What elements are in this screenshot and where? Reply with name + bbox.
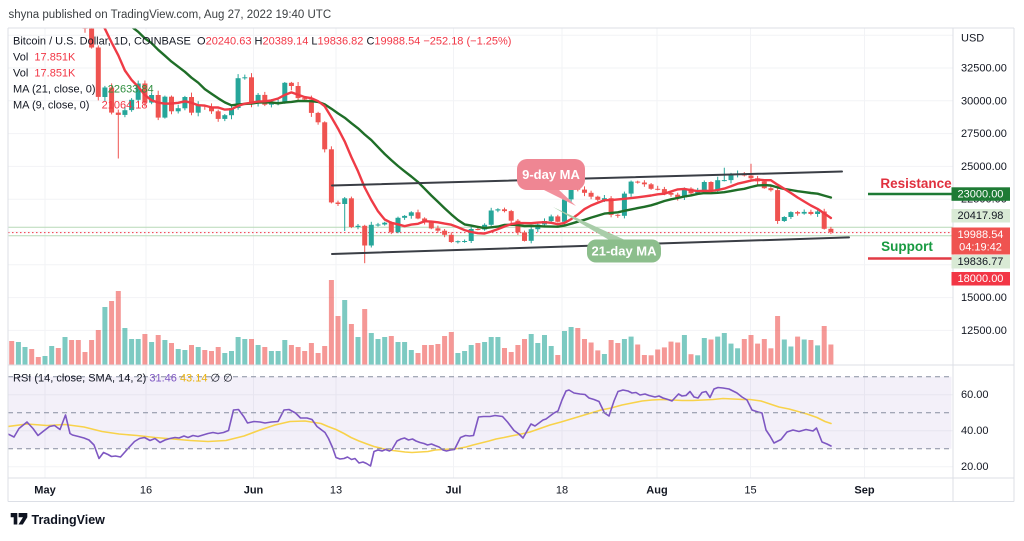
- svg-text:30000.00: 30000.00: [961, 95, 1007, 107]
- svg-text:RSI (14, close, SMA, 14, 2) 31: RSI (14, close, SMA, 14, 2) 31.46 43.14 …: [13, 373, 233, 385]
- svg-text:15: 15: [744, 485, 756, 497]
- svg-text:Jun: Jun: [244, 485, 264, 497]
- svg-text:21-day MA: 21-day MA: [591, 244, 657, 259]
- svg-text:Jul: Jul: [446, 485, 462, 497]
- svg-text:20.00: 20.00: [961, 461, 989, 473]
- svg-text:13: 13: [330, 485, 342, 497]
- svg-text:60.00: 60.00: [961, 389, 989, 401]
- svg-text:19988.54: 19988.54: [958, 229, 1004, 241]
- svg-text:12500.00: 12500.00: [961, 325, 1007, 337]
- svg-text:20417.98: 20417.98: [958, 210, 1004, 222]
- svg-text:MA (21, close, 0) 22633.84: MA (21, close, 0) 22633.84: [13, 84, 154, 96]
- svg-text:15000.00: 15000.00: [961, 292, 1007, 304]
- svg-text:Vol 17.851K: Vol 17.851K: [13, 68, 76, 80]
- svg-text:MA (9, close, 0) 21064.18: MA (9, close, 0) 21064.18: [13, 100, 148, 112]
- svg-text:Sep: Sep: [854, 485, 874, 497]
- svg-text:32500.00: 32500.00: [961, 63, 1007, 75]
- svg-text:USD: USD: [961, 33, 984, 45]
- svg-text:Aug: Aug: [646, 485, 667, 497]
- svg-text:Bitcoin / U.S. Dollar, 1D, COI: Bitcoin / U.S. Dollar, 1D, COINBASE O202…: [13, 36, 511, 48]
- svg-text:16: 16: [140, 485, 152, 497]
- svg-text:19836.77: 19836.77: [958, 256, 1004, 268]
- svg-text:18: 18: [556, 485, 568, 497]
- svg-text:23000.00: 23000.00: [958, 189, 1004, 201]
- svg-text:9-day MA: 9-day MA: [522, 167, 580, 182]
- svg-text:04:19:42: 04:19:42: [959, 242, 1002, 254]
- svg-text:27500.00: 27500.00: [961, 128, 1007, 140]
- svg-text:TradingView: TradingView: [32, 513, 106, 527]
- svg-text:Vol 17.851K: Vol 17.851K: [13, 52, 76, 64]
- svg-text:Resistance: Resistance: [880, 176, 952, 191]
- svg-text:May: May: [34, 485, 56, 497]
- svg-text:18000.00: 18000.00: [958, 273, 1004, 285]
- svg-text:Support: Support: [881, 239, 933, 254]
- svg-text:25000.00: 25000.00: [961, 161, 1007, 173]
- svg-text:shyna published on TradingView: shyna published on TradingView.com, Aug …: [9, 9, 332, 21]
- svg-text:40.00: 40.00: [961, 425, 989, 437]
